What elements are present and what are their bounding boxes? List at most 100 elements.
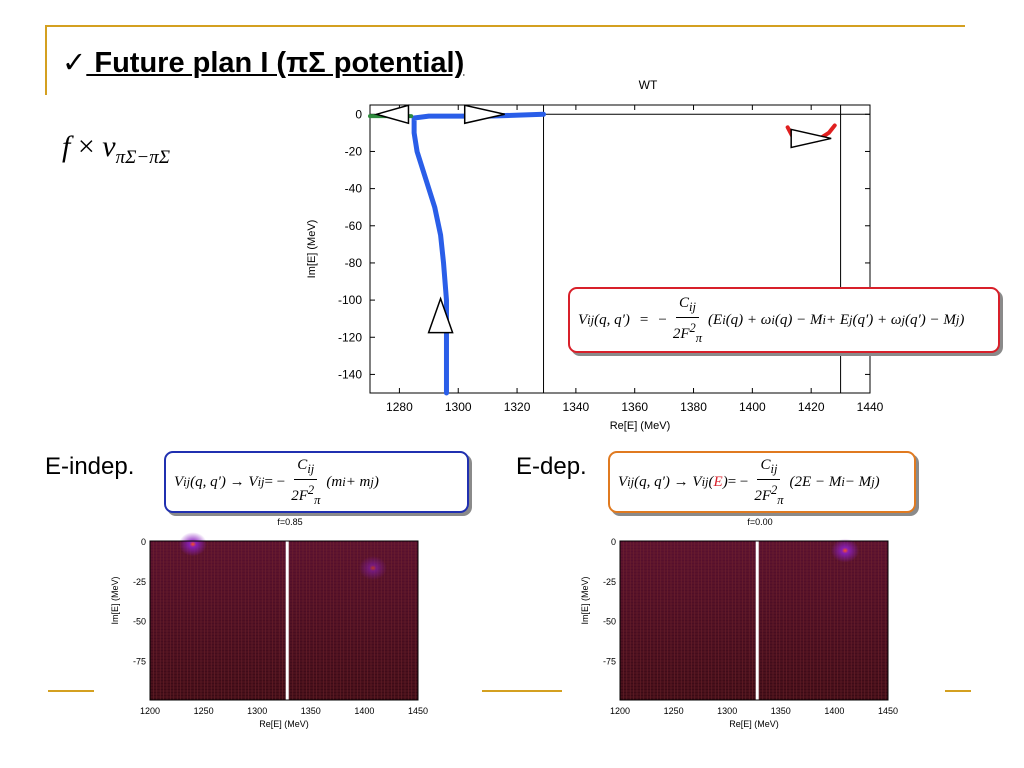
heatmap-title: f=0.00 <box>747 517 772 527</box>
eq-main-body-3: (q) − M <box>774 311 823 328</box>
eq-dep-body-3: ) <box>874 473 880 490</box>
y-tick-label: -60 <box>345 219 363 233</box>
eq-main-body-1: (E <box>708 311 723 328</box>
heatmap-chart-dep: f=0.00 1200 1250 1300 1350 1400 1450 0 -25 -50 -75… <box>580 517 898 729</box>
arrow-right-icon <box>463 104 505 125</box>
y-tick-label: -40 <box>345 182 363 196</box>
heatmap-frame <box>619 540 889 701</box>
eq-dep-lhs-args: (q, q′) → V <box>634 473 702 490</box>
y-tick-label: -80 <box>345 256 363 270</box>
eq-dep-den-sub: π <box>777 492 784 507</box>
heatmap-x-axis-label: Re[E] (MeV) <box>259 719 309 729</box>
pole-trajectory-series <box>411 111 547 396</box>
eq-main-body-sub-5: j <box>901 312 905 327</box>
x-tick-label: 1400 <box>739 400 766 414</box>
eq-dep-body-2: − M <box>844 473 872 490</box>
heatmap-y-tick-label: 0 <box>611 537 616 547</box>
heatmap-x-tick-label: 1400 <box>824 706 844 716</box>
eq-indep-body-2: + m <box>345 473 371 490</box>
heatmap-peak <box>178 532 207 557</box>
eq-dep-rhs-sub: ij <box>701 474 709 489</box>
heatmap-y-tick-label: -75 <box>603 656 616 666</box>
eq-indep-equals: = − <box>264 473 286 490</box>
top-rule <box>45 25 965 27</box>
eq-main-body-sub-6: j <box>955 312 960 327</box>
x-tick-label: 1280 <box>386 400 413 414</box>
footer-rule-middle <box>482 690 562 692</box>
eq-main-den-sup: 2 <box>689 320 696 335</box>
heatmap-grid <box>619 540 888 701</box>
eq-main-lhs-args: (q, q′) <box>594 311 630 328</box>
eq-dep-rhs-e: E <box>713 473 723 490</box>
eq-dep-equals: = − <box>727 473 749 490</box>
y-tick-label: 0 <box>355 107 362 121</box>
x-tick-label: 1300 <box>445 400 472 414</box>
eq-main-num: C <box>678 294 689 311</box>
heatmap-x-tick-label: 1450 <box>408 706 428 716</box>
heatmap-y-tick-label: 0 <box>141 537 146 547</box>
heatmap-y-axis-label: Im[E] (MeV) <box>110 576 120 624</box>
checkmark-icon: ✓ <box>62 47 87 79</box>
heatmap-y-tick-label: -25 <box>603 577 616 587</box>
y-tick-label: -140 <box>338 367 362 381</box>
eq-dep-num: C <box>760 456 771 473</box>
eq-main-den: 2F <box>672 325 690 342</box>
eq-main-equals: = <box>639 311 649 328</box>
chart-title: WT <box>639 78 658 92</box>
eq-indep-body-sub-1: i <box>342 474 346 489</box>
arrow-up-icon <box>427 296 454 334</box>
x-tick-label: 1380 <box>680 400 707 414</box>
heatmap-y-axis-label: Im[E] (MeV) <box>580 576 590 624</box>
eq-dep-rhs-close: ) <box>722 473 728 490</box>
eq-dep-lhs-sub: ij <box>627 474 635 489</box>
heatmap-peak <box>831 538 860 563</box>
eq-main-body-4: + E <box>825 311 850 328</box>
heatmap-x-tick-label: 1200 <box>140 706 160 716</box>
footer-rule-left <box>48 690 94 692</box>
heatmap-peak <box>358 556 387 581</box>
f-symbol: f <box>62 130 71 163</box>
x-axis-label: Re[E] (MeV) <box>610 420 671 432</box>
times-symbol: × <box>77 130 95 163</box>
arrow-left-icon <box>373 104 410 125</box>
heatmap-x-tick-label: 1200 <box>610 706 630 716</box>
heatmap-frame <box>149 540 419 701</box>
eq-main-lhs: V <box>578 311 588 328</box>
arrow-right-icon <box>790 128 832 149</box>
heatmap-y-tick-label: -75 <box>133 656 146 666</box>
eq-dep-body-sub-2: j <box>871 474 875 489</box>
eq-indep-num-sub: ij <box>307 461 315 476</box>
eq-main-body-7: ) <box>959 311 965 328</box>
eq-main-body-sub-4: j <box>849 312 853 327</box>
eq-main-body-sub-1: i <box>722 312 726 327</box>
eq-main-minus: − <box>658 311 667 328</box>
eq-main-den-sub: π <box>695 330 703 345</box>
v-symbol: v <box>102 130 116 163</box>
eq-main-body-6: (q′) − M <box>904 311 956 328</box>
heatmap-x-tick-label: 1350 <box>771 706 791 716</box>
heatmap-title: f=0.85 <box>277 517 302 527</box>
x-tick-label: 1420 <box>798 400 825 414</box>
eq-dep-body-sub-1: i <box>841 474 845 489</box>
x-tick-label: 1360 <box>621 400 648 414</box>
y-tick-label: -20 <box>345 144 363 158</box>
main-chart: WT 0 -20 -40 -60 -80 -100 -120 -140 1280 1300 1320 1… <box>306 78 884 432</box>
heatmap-field <box>620 541 888 700</box>
heatmap-x-tick-label: 1350 <box>301 706 321 716</box>
v-subscript: πΣ−πΣ <box>115 147 171 168</box>
eq-dep-lhs: V <box>618 473 628 490</box>
eq-dep-den: 2F <box>754 487 772 504</box>
heatmap-x-tick-label: 1250 <box>194 706 214 716</box>
eq-indep-lhs: V <box>174 473 184 490</box>
eq-dep-body-1: (2E − M <box>789 473 842 490</box>
eq-indep-den-sup: 2 <box>307 482 315 497</box>
heatmap-y-tick-label: -25 <box>133 577 146 587</box>
heatmap-y-tick-label: -50 <box>603 617 616 627</box>
eq-indep-den: 2F <box>291 487 308 504</box>
footer-rule-right <box>945 690 971 692</box>
eq-indep-rhs-sub: ij <box>257 474 265 489</box>
plot-frame <box>369 104 871 394</box>
